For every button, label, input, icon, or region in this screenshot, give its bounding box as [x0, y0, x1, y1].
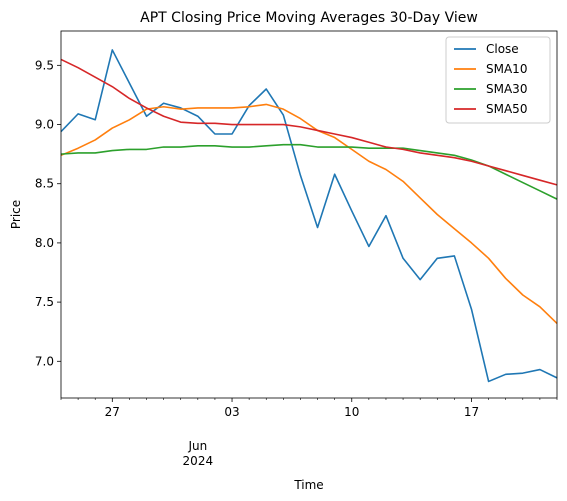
y-tick-label: 8.0 — [35, 236, 54, 250]
y-tick-label: 9.5 — [35, 58, 54, 72]
series-line-sma30 — [60, 143, 558, 200]
x-axis-label: Time — [293, 478, 323, 492]
y-tick-label: 8.5 — [35, 177, 54, 191]
series-line-sma50 — [60, 58, 558, 186]
series-line-sma10 — [60, 103, 558, 324]
chart-title: APT Closing Price Moving Averages 30-Day… — [140, 10, 478, 26]
legend: Close SMA10 SMA30 SMA50 — [445, 36, 551, 124]
x-tick-label: 03 — [224, 405, 239, 419]
plot-lines — [60, 49, 558, 383]
y-tick-label: 9.0 — [35, 118, 54, 132]
legend-label-sma50: SMA50 — [486, 102, 527, 116]
y-axis-label: Price — [9, 200, 23, 229]
x-tick-label: 10 — [344, 405, 359, 419]
y-tick-label: 7.0 — [35, 354, 54, 368]
legend-box — [445, 36, 551, 124]
legend-label-sma30: SMA30 — [486, 82, 527, 96]
legend-label-sma10: SMA10 — [486, 62, 527, 76]
plot-frame — [60, 30, 558, 399]
y-tick-label: 7.5 — [35, 295, 54, 309]
x-year-label: 2024 — [183, 454, 214, 468]
x-month-label: Jun — [187, 439, 207, 453]
x-tick-label: 27 — [105, 405, 120, 419]
legend-label-close: Close — [486, 42, 519, 56]
x-tick-label: 17 — [464, 405, 479, 419]
